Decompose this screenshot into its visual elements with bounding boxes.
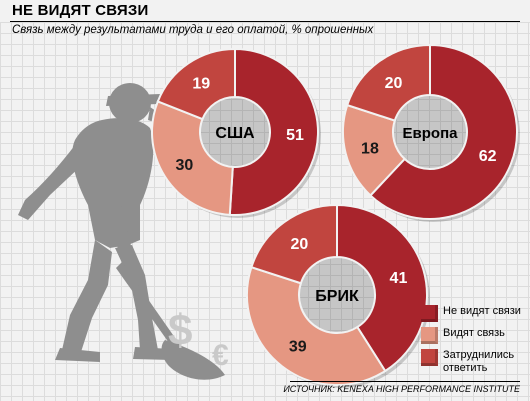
legend-label: Видят связь [443,327,505,339]
title-bar [0,0,530,22]
donut-value-label: 20 [385,75,403,92]
donut-center-title: Европа [403,125,459,142]
donut-slice-light [246,265,387,386]
donut-slice-mid [156,47,236,121]
donut-center-title: США [215,125,255,142]
source-note: ИСТОЧНИК: KENEXA HIGH PERFORMANCE INSTIT… [283,384,520,394]
dollar-sign-icon: $ [168,306,192,355]
donut-value-label: 41 [390,270,408,287]
donut-slice-light [151,100,234,216]
donut-charts: 51 30 19 США 62 18 20 Европа 41 39 20 БРИК [151,43,520,388]
donut-slice-mid [345,43,431,122]
title-rule [10,21,520,22]
legend-swatch-light [421,327,438,344]
donut-value-label: 30 [175,157,193,174]
subtitle: Связь между результатами труда и его опл… [12,24,374,36]
legend-label: Не видят связи [443,305,521,317]
currency-symbols: $ € [168,306,229,372]
donut-slice-mid [250,203,338,285]
donut-value-label: 62 [479,148,497,165]
donut-value-label: 20 [290,236,308,253]
donut-center-title: БРИК [315,288,359,305]
donut-value-label: 19 [192,75,210,92]
legend-swatch-mid [421,349,438,366]
donut-value-label: 18 [361,140,379,157]
donut-value-label: 51 [286,127,304,144]
worker-silhouette [18,83,225,380]
donut-slice-dark [228,47,319,216]
euro-sign-icon: € [212,339,229,372]
source-rule [290,381,520,382]
legend-swatch-dark [421,305,438,322]
donut-value-label: 39 [289,339,307,356]
page-title: НЕ ВИДЯТ СВЯЗИ [12,2,149,19]
legend-label: Затруднились ответить [443,349,515,374]
donut-slice-dark [369,43,518,220]
